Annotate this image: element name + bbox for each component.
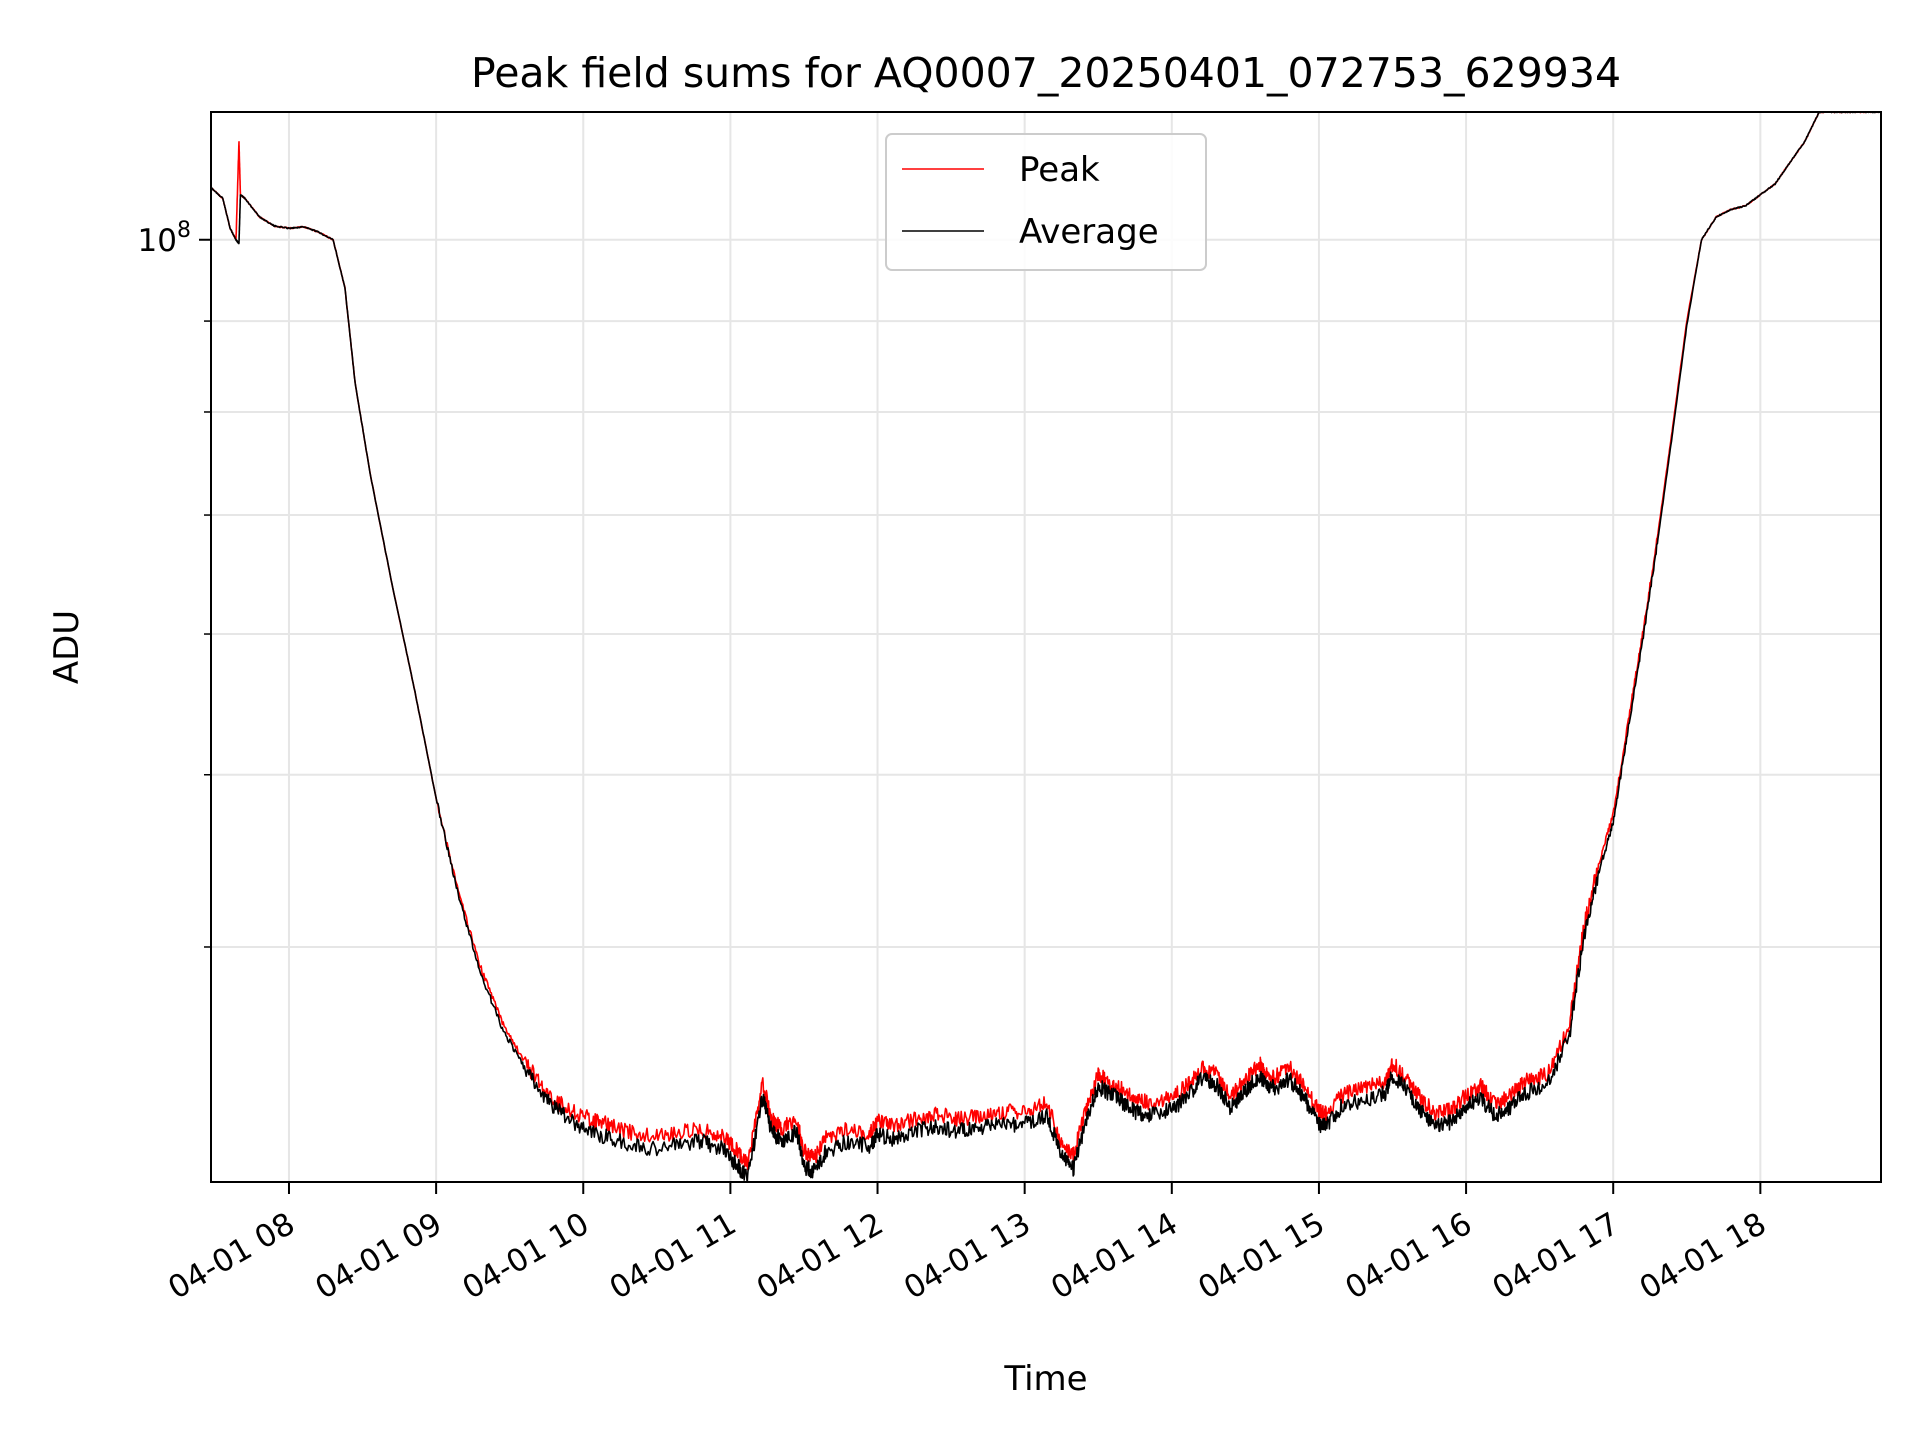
legend-box (885, 133, 1207, 271)
y-axis-label: ADU (47, 610, 87, 684)
legend-peak-label: Peak (1019, 150, 1100, 190)
series-lines (211, 112, 1881, 1182)
legend: Peak Average (885, 133, 1207, 271)
plot-frame (210, 111, 1882, 1183)
y-tick-label: 108 (138, 218, 191, 259)
y-axis-ticks: 108 (138, 218, 211, 948)
chart-title: Peak field sums for AQ0007_20250401_0727… (471, 49, 1621, 97)
grid (211, 112, 1881, 1182)
legend-average-label: Average (1019, 212, 1159, 252)
series-line-average (211, 112, 1881, 1182)
x-axis-label: Time (1003, 1359, 1087, 1399)
